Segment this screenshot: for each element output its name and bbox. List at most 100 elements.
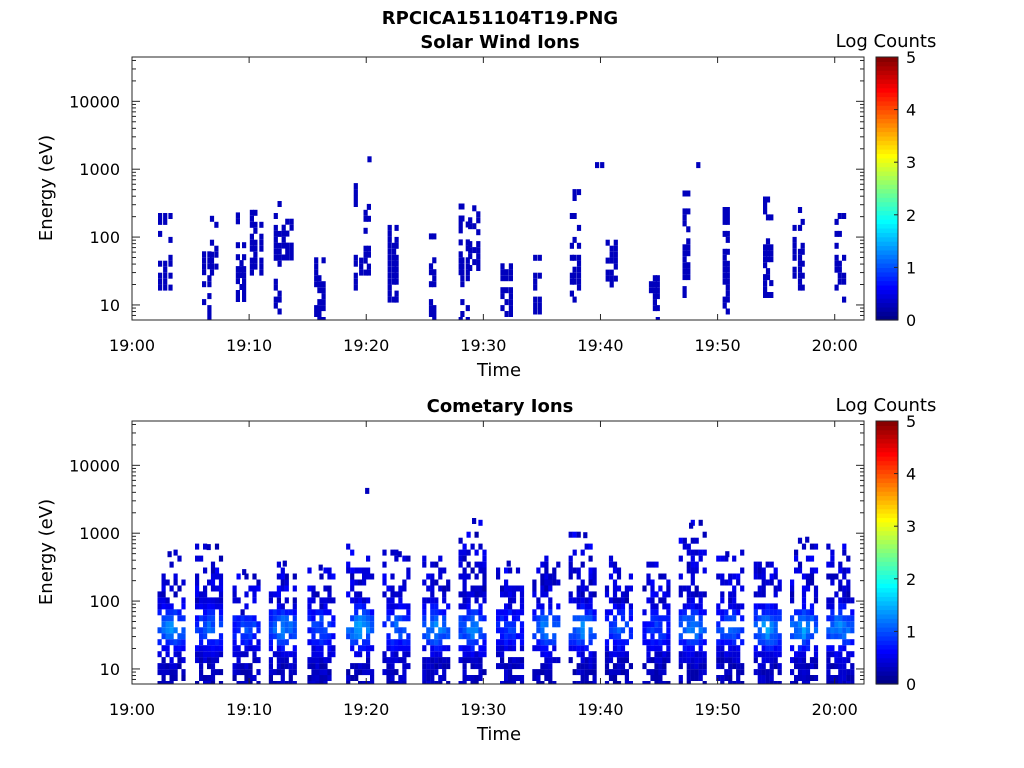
- heatmap-cell: [323, 597, 328, 604]
- heatmap-cell: [722, 218, 727, 225]
- heatmap-cell: [666, 621, 671, 628]
- heatmap-cell: [842, 573, 847, 580]
- heatmap-cell: [805, 555, 811, 562]
- heatmap-cell: [826, 669, 831, 676]
- heatmap-cell: [362, 681, 367, 684]
- heatmap-cell: [613, 263, 618, 270]
- heatmap-cell: [658, 627, 663, 634]
- heatmap-cell: [199, 633, 204, 640]
- heatmap-cell: [430, 651, 435, 658]
- colorbar-segment: [876, 491, 898, 497]
- colorbar-segment: [876, 675, 898, 681]
- heatmap-cell: [532, 591, 537, 598]
- heatmap-cell: [797, 260, 803, 267]
- heatmap-cell: [694, 561, 699, 568]
- heatmap-cell: [195, 651, 200, 658]
- heatmap-cell: [158, 278, 163, 285]
- heatmap-cell: [519, 621, 525, 628]
- heatmap-cell: [314, 275, 319, 282]
- heatmap-cell: [273, 278, 278, 285]
- heatmap-cell: [209, 215, 215, 222]
- heatmap-cell: [273, 248, 278, 255]
- heatmap-cell: [465, 269, 470, 276]
- heatmap-cell: [163, 278, 168, 285]
- heatmap-cell: [724, 579, 729, 586]
- heatmap-cell: [466, 573, 471, 580]
- heatmap-cell: [682, 615, 687, 622]
- heatmap-cell: [646, 645, 651, 652]
- heatmap-cell: [736, 579, 741, 586]
- heatmap-cell: [809, 579, 815, 586]
- heatmap-cell: [790, 585, 795, 592]
- heatmap-cell: [195, 585, 200, 592]
- heatmap-cell: [268, 663, 273, 670]
- heatmap-cell: [519, 627, 525, 634]
- heatmap-cell: [311, 681, 316, 684]
- heatmap-cell: [474, 585, 479, 592]
- heatmap-cell: [242, 290, 247, 296]
- heatmap-cell: [496, 609, 501, 616]
- heatmap-cell: [277, 242, 282, 249]
- heatmap-cell: [572, 633, 577, 640]
- heatmap-cell: [314, 281, 319, 288]
- heatmap-cell: [544, 579, 549, 586]
- heatmap-cell: [199, 639, 204, 646]
- heatmap-cell: [794, 657, 799, 664]
- heatmap-cell: [690, 597, 695, 604]
- heatmap-cell: [702, 567, 707, 574]
- heatmap-cell: [478, 543, 483, 550]
- heatmap-cell: [698, 549, 703, 556]
- heatmap-cell: [568, 531, 573, 538]
- heatmap-cell: [394, 627, 399, 634]
- heatmap-cell: [277, 290, 282, 297]
- heatmap-cell: [422, 609, 427, 616]
- heatmap-cell: [173, 663, 178, 670]
- heatmap-cell: [327, 573, 332, 580]
- heatmap-cell: [728, 675, 733, 681]
- heatmap-cell: [314, 305, 319, 312]
- heatmap-cell: [470, 585, 475, 592]
- heatmap-cell: [666, 627, 671, 634]
- heatmap-cell: [612, 675, 618, 681]
- heatmap-cell: [195, 579, 200, 586]
- heatmap-cell: [284, 627, 289, 634]
- heatmap-cell: [702, 651, 707, 658]
- heatmap-cell: [846, 657, 851, 664]
- heatmap-cell: [652, 293, 657, 300]
- heatmap-cell: [406, 639, 411, 646]
- heatmap-cell: [797, 272, 803, 279]
- heatmap-cell: [769, 675, 774, 681]
- heatmap-cell: [842, 639, 847, 646]
- colorbar-segment: [876, 83, 898, 89]
- colorbar-segment: [876, 149, 898, 155]
- heatmap-cell: [394, 651, 399, 658]
- heatmap-cell: [428, 233, 434, 240]
- heatmap-cell: [580, 561, 585, 568]
- heatmap-cell: [519, 657, 525, 664]
- heatmap-cell: [426, 597, 431, 604]
- heatmap-cell: [462, 633, 467, 640]
- heatmap-cell: [474, 681, 479, 684]
- heatmap-cell: [797, 663, 803, 670]
- heatmap-cell: [801, 633, 807, 640]
- heatmap-cell: [442, 645, 447, 652]
- heatmap-cell: [268, 657, 273, 664]
- x-tick-label: 19:20: [343, 336, 389, 355]
- heatmap-cell: [438, 585, 443, 592]
- heatmap-cell: [207, 615, 212, 622]
- heatmap-cell: [181, 597, 186, 604]
- heatmap-cell: [362, 603, 367, 610]
- heatmap-cell: [576, 260, 582, 267]
- heatmap-cell: [801, 669, 807, 676]
- heatmap-cell: [628, 663, 633, 670]
- heatmap-cell: [519, 645, 525, 652]
- colorbar-segment: [876, 78, 898, 84]
- heatmap-cell: [321, 287, 326, 294]
- heatmap-cell: [620, 663, 626, 670]
- heatmap-cell: [724, 651, 729, 658]
- heatmap-cell: [548, 669, 553, 676]
- colorbar-segment: [876, 539, 898, 545]
- heatmap-cell: [458, 221, 463, 228]
- heatmap-cell: [797, 248, 803, 255]
- heatmap-cell: [390, 609, 395, 616]
